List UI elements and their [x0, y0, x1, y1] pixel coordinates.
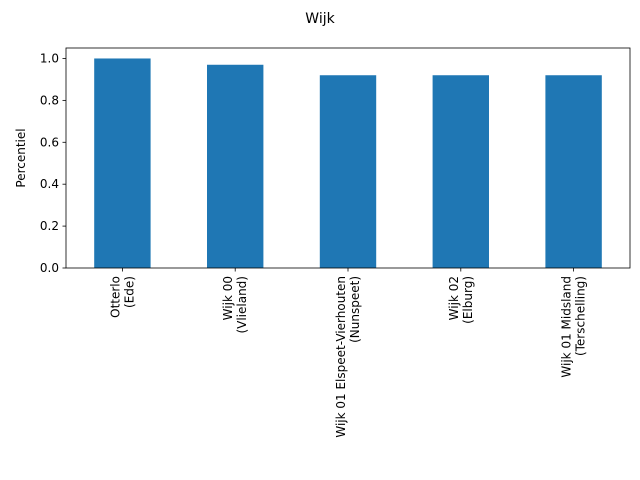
x-tick-label-2: Wijk 01 Elspeet-Vierhouten(Nunspeet) [334, 276, 362, 438]
x-tick-label-1-line-1: (Vlieland) [235, 276, 249, 334]
y-tick-label-3: 0.6 [40, 135, 59, 149]
bar-0 [94, 58, 151, 268]
bar-2 [319, 75, 377, 268]
bar-1 [207, 64, 264, 268]
y-tick-label-5: 1.0 [40, 51, 59, 65]
y-tick-label-1: 0.2 [40, 219, 59, 233]
x-tick-label-4: Wijk 01 Midsland(Terschelling) [560, 276, 588, 378]
x-tick-label-1-line-0: Wijk 00 [221, 276, 235, 320]
x-tick-label-0-line-0: Otterlo [108, 276, 122, 318]
plot-area: 0.0 0.2 0.4 0.6 0.8 1.0 Percentiel Otterlo(Ede)… [14, 47, 631, 438]
x-tick-label-4-line-0: Wijk 01 Midsland [560, 276, 574, 378]
x-tick-label-3: Wijk 02(Elburg) [447, 276, 475, 324]
x-tick-label-2-line-0: Wijk 01 Elspeet-Vierhouten [334, 276, 348, 438]
x-tick-label-4-line-1: (Terschelling) [574, 276, 588, 356]
y-tick-label-2: 0.4 [40, 177, 59, 191]
x-tick-label-1: Wijk 00(Vlieland) [221, 276, 249, 334]
y-axis-label: Percentiel [14, 128, 28, 187]
x-tick-label-3-line-1: (Elburg) [461, 276, 475, 324]
y-tick-label-0: 0.0 [40, 261, 59, 275]
bar-3 [432, 75, 489, 268]
x-tick-label-3-line-0: Wijk 02 [447, 276, 461, 320]
x-tick-label-0: Otterlo(Ede) [108, 276, 136, 318]
x-tick-label-2-line-1: (Nunspeet) [348, 276, 362, 343]
bar-4 [545, 75, 602, 268]
x-tick-label-0-line-1: (Ede) [122, 276, 136, 308]
y-tick-label-4: 0.8 [40, 93, 59, 107]
chart-title: Wijk [305, 11, 335, 27]
